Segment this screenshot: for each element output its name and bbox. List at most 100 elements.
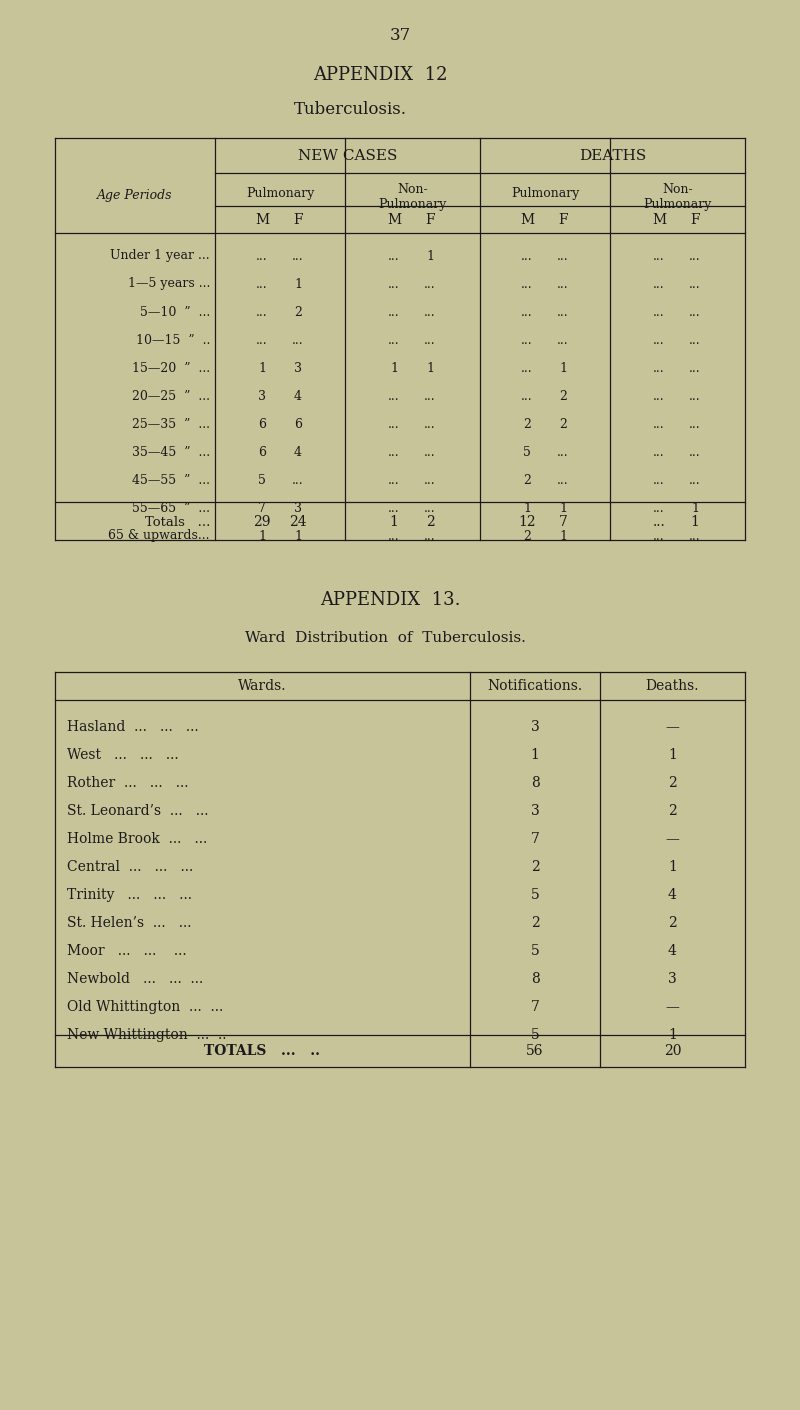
Text: F: F [558, 213, 568, 227]
Text: ...: ... [521, 389, 533, 402]
Text: 7: 7 [530, 1000, 539, 1014]
Text: ...: ... [388, 530, 400, 543]
Text: Central  ...   ...   ...: Central ... ... ... [67, 860, 194, 874]
Text: ...: ... [256, 250, 268, 262]
Text: ...: ... [424, 417, 436, 430]
Text: 56: 56 [526, 1043, 544, 1058]
Text: ...: ... [388, 474, 400, 486]
Text: ...: ... [653, 446, 665, 458]
Text: —: — [666, 832, 679, 846]
Text: ...: ... [521, 250, 533, 262]
Text: ...: ... [424, 389, 436, 402]
Text: ...: ... [689, 278, 701, 290]
Text: ...: ... [388, 417, 400, 430]
Text: ...: ... [388, 389, 400, 402]
Text: NEW CASES: NEW CASES [298, 149, 397, 164]
Text: 2: 2 [668, 916, 677, 931]
Text: Newbold   ...   ...  ...: Newbold ... ... ... [67, 971, 203, 986]
Text: ...: ... [292, 334, 304, 347]
Text: ...: ... [653, 306, 665, 319]
Text: 1: 1 [426, 250, 434, 262]
Text: 1—5 years ...: 1—5 years ... [128, 278, 210, 290]
Text: ...: ... [424, 306, 436, 319]
Text: ...: ... [557, 278, 569, 290]
Text: 1: 1 [258, 361, 266, 375]
Text: 1: 1 [559, 502, 567, 515]
Text: 4: 4 [668, 888, 677, 902]
Text: Old Whittington  ...  ...: Old Whittington ... ... [67, 1000, 223, 1014]
Text: 2: 2 [523, 417, 531, 430]
Text: 1: 1 [668, 860, 677, 874]
Text: F: F [293, 213, 303, 227]
Text: ...: ... [653, 417, 665, 430]
Text: 37: 37 [390, 27, 410, 44]
Text: New Whittington  ...  ..: New Whittington ... .. [67, 1028, 226, 1042]
Text: Hasland  ...   ...   ...: Hasland ... ... ... [67, 721, 198, 735]
Text: ...: ... [292, 250, 304, 262]
Text: Holme Brook  ...   ...: Holme Brook ... ... [67, 832, 207, 846]
Text: 2: 2 [530, 860, 539, 874]
Text: 2: 2 [294, 306, 302, 319]
Text: ...: ... [557, 334, 569, 347]
Text: 4: 4 [668, 945, 677, 957]
Text: 20—25  ”  ...: 20—25 ” ... [132, 389, 210, 402]
Text: TOTALS   ...   ..: TOTALS ... .. [205, 1043, 321, 1058]
Text: ...: ... [256, 334, 268, 347]
Text: ...: ... [653, 334, 665, 347]
Text: ...: ... [424, 474, 436, 486]
Text: 1: 1 [294, 278, 302, 290]
Text: ...: ... [653, 250, 665, 262]
Text: 35—45  ”  ...: 35—45 ” ... [132, 446, 210, 458]
Text: 7: 7 [258, 502, 266, 515]
Text: 45—55  ”  ...: 45—55 ” ... [132, 474, 210, 486]
Text: 5—10  ”  ...: 5—10 ” ... [140, 306, 210, 319]
Text: ...: ... [557, 474, 569, 486]
Text: ...: ... [424, 446, 436, 458]
Text: —: — [666, 1000, 679, 1014]
Text: ...: ... [521, 278, 533, 290]
Text: ...: ... [557, 306, 569, 319]
Text: 7: 7 [530, 832, 539, 846]
Text: APPENDIX  13.: APPENDIX 13. [320, 591, 460, 609]
Text: Deaths.: Deaths. [646, 680, 699, 692]
Text: Moor   ...   ...    ...: Moor ... ... ... [67, 945, 186, 957]
Text: 1: 1 [390, 515, 398, 529]
Text: M: M [387, 213, 401, 227]
Text: West   ...   ...   ...: West ... ... ... [67, 747, 178, 761]
Text: ...: ... [689, 389, 701, 402]
Text: 8: 8 [530, 776, 539, 790]
Text: 5: 5 [530, 888, 539, 902]
Text: Totals   ...: Totals ... [145, 516, 210, 529]
Text: 65 & upwards...: 65 & upwards... [109, 530, 210, 543]
Text: Trinity   ...   ...   ...: Trinity ... ... ... [67, 888, 192, 902]
Text: ...: ... [557, 250, 569, 262]
Text: 1: 1 [294, 530, 302, 543]
Text: Non-
Pulmonary: Non- Pulmonary [378, 183, 446, 212]
Text: 1: 1 [559, 530, 567, 543]
Text: 2: 2 [523, 474, 531, 486]
Text: ...: ... [689, 474, 701, 486]
Text: 5: 5 [523, 446, 531, 458]
Text: Pulmonary: Pulmonary [511, 186, 579, 199]
Text: ...: ... [388, 250, 400, 262]
Text: 5: 5 [530, 945, 539, 957]
Text: 4: 4 [294, 446, 302, 458]
Text: 24: 24 [289, 515, 307, 529]
Text: ...: ... [388, 334, 400, 347]
Text: ...: ... [521, 361, 533, 375]
Text: 6: 6 [258, 417, 266, 430]
Text: Non-
Pulmonary: Non- Pulmonary [643, 183, 712, 212]
Text: ...: ... [689, 334, 701, 347]
Text: ...: ... [689, 417, 701, 430]
Text: Ward  Distribution  of  Tuberculosis.: Ward Distribution of Tuberculosis. [245, 632, 526, 644]
Text: ...: ... [292, 474, 304, 486]
Text: ...: ... [521, 334, 533, 347]
Text: ...: ... [653, 502, 665, 515]
Text: ...: ... [653, 389, 665, 402]
Text: ...: ... [388, 446, 400, 458]
Text: ...: ... [424, 334, 436, 347]
Text: 4: 4 [294, 389, 302, 402]
Text: 3: 3 [530, 804, 539, 818]
Text: ...: ... [388, 502, 400, 515]
Text: 2: 2 [559, 417, 567, 430]
